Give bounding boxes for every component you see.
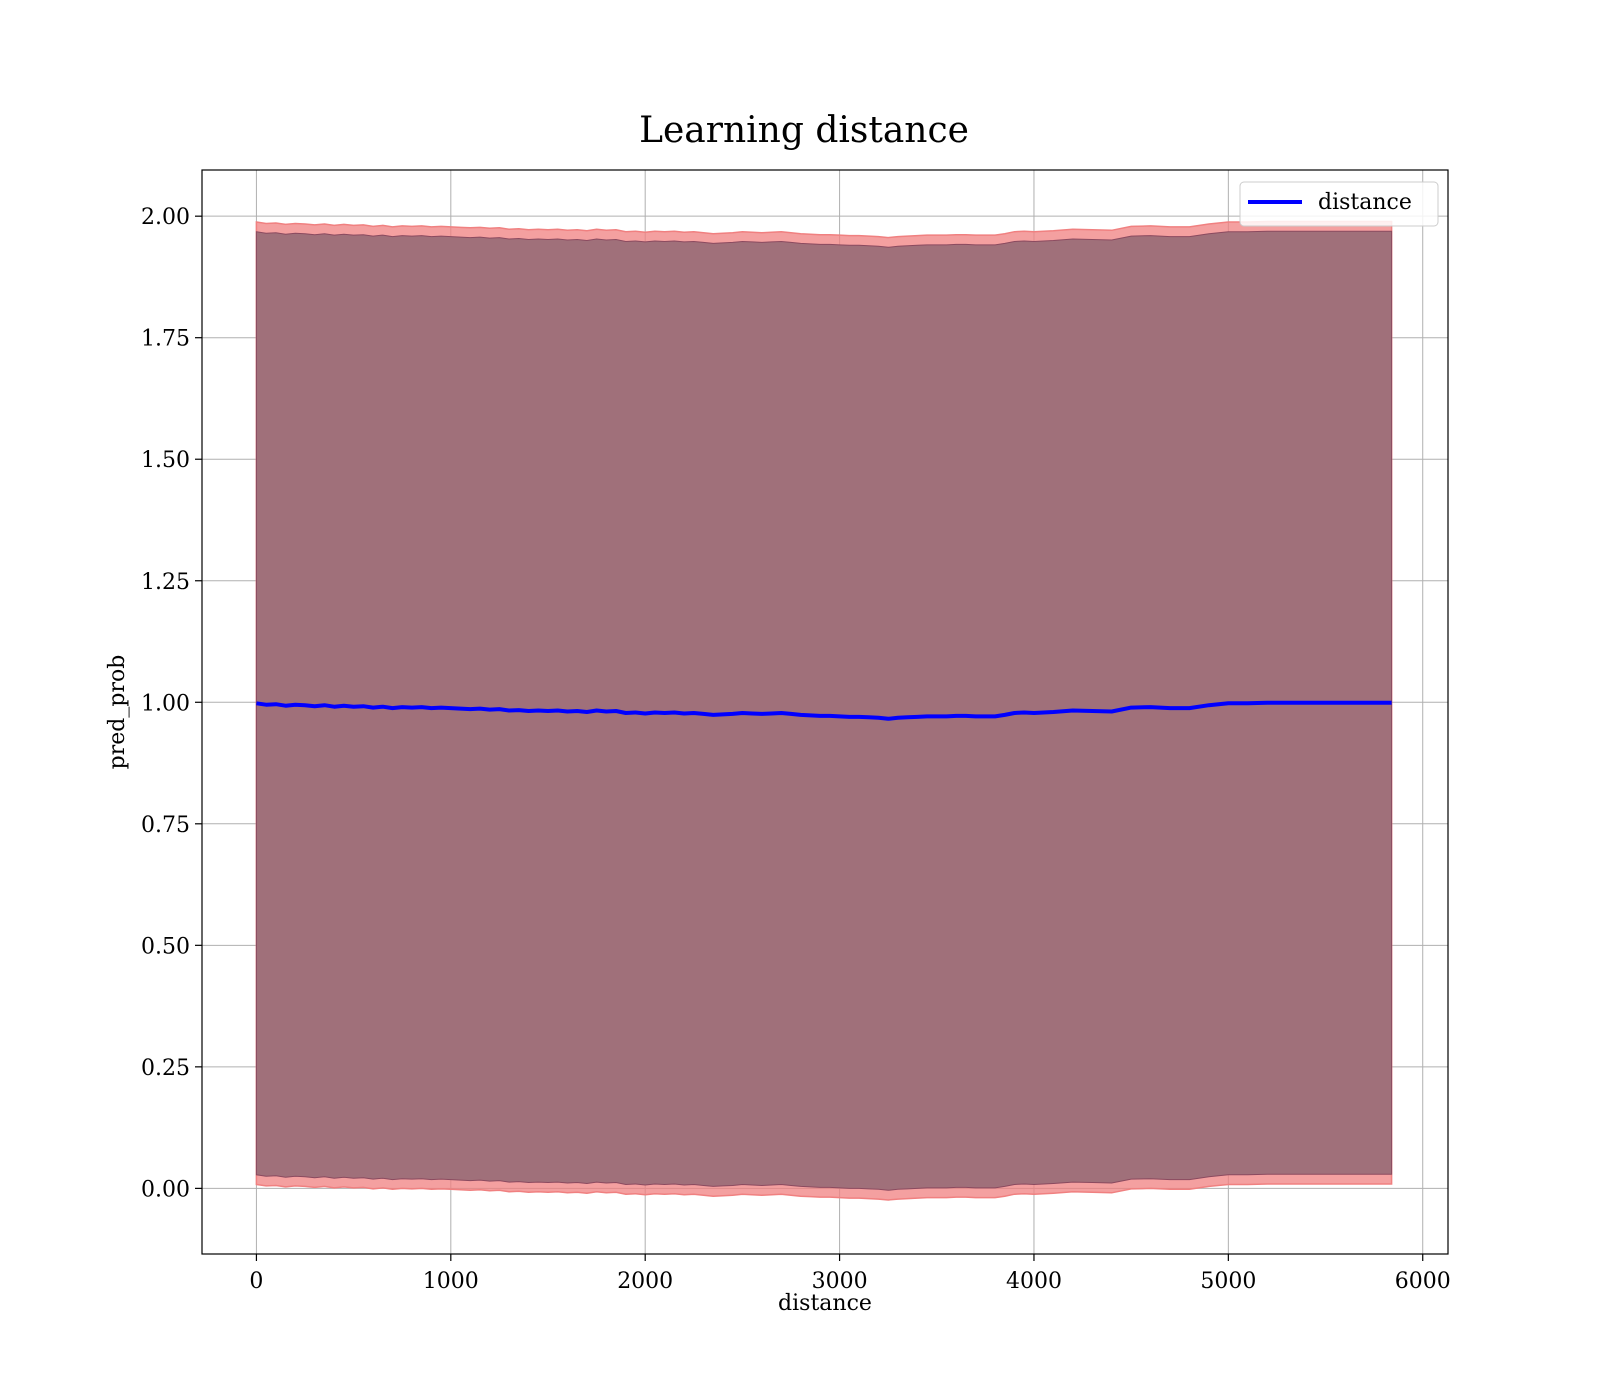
y-tick-label-1: 0.25 [141,1056,190,1081]
chart-title: Learning distance [639,110,969,151]
y-tick-label-7: 1.75 [141,327,190,352]
y-axis-ticks: 0.00 0.25 0.50 0.75 1.00 1.25 1.50 1.75 2.00 [141,205,202,1202]
legend-entry-distance: distance [1318,190,1412,215]
y-tick-label-4: 1.00 [141,691,190,716]
x-tick-label-0: 0 [249,1269,263,1294]
series-lines [256,700,1392,721]
x-tick-label-4: 4000 [1006,1269,1062,1294]
y-tick-label-3: 0.75 [141,813,190,838]
y-tick-label-5: 1.25 [141,570,190,595]
y-tick-label-8: 2.00 [141,205,190,230]
legend: distance [1239,181,1439,227]
y-tick-label-0: 0.00 [141,1177,190,1202]
band-inner [255,230,1393,1191]
y-tick-label-6: 1.50 [141,448,190,473]
x-tick-label-6: 6000 [1395,1269,1451,1294]
confidence-band [255,220,1393,1201]
x-tick-label-3: 3000 [812,1269,868,1294]
x-tick-label-1: 1000 [423,1269,479,1294]
legend-box [1239,181,1439,227]
x-tick-label-5: 5000 [1200,1269,1256,1294]
x-axis-label: distance [778,1291,872,1316]
plot-frame [201,169,1449,1255]
series-line-distance [256,700,1392,721]
x-axis-ticks: 0 1000 2000 3000 4000 5000 6000 [249,1254,1451,1294]
y-axis-label: pred_prob [105,655,130,770]
x-tick-label-2: 2000 [617,1269,673,1294]
y-tick-label-2: 0.50 [141,934,190,959]
